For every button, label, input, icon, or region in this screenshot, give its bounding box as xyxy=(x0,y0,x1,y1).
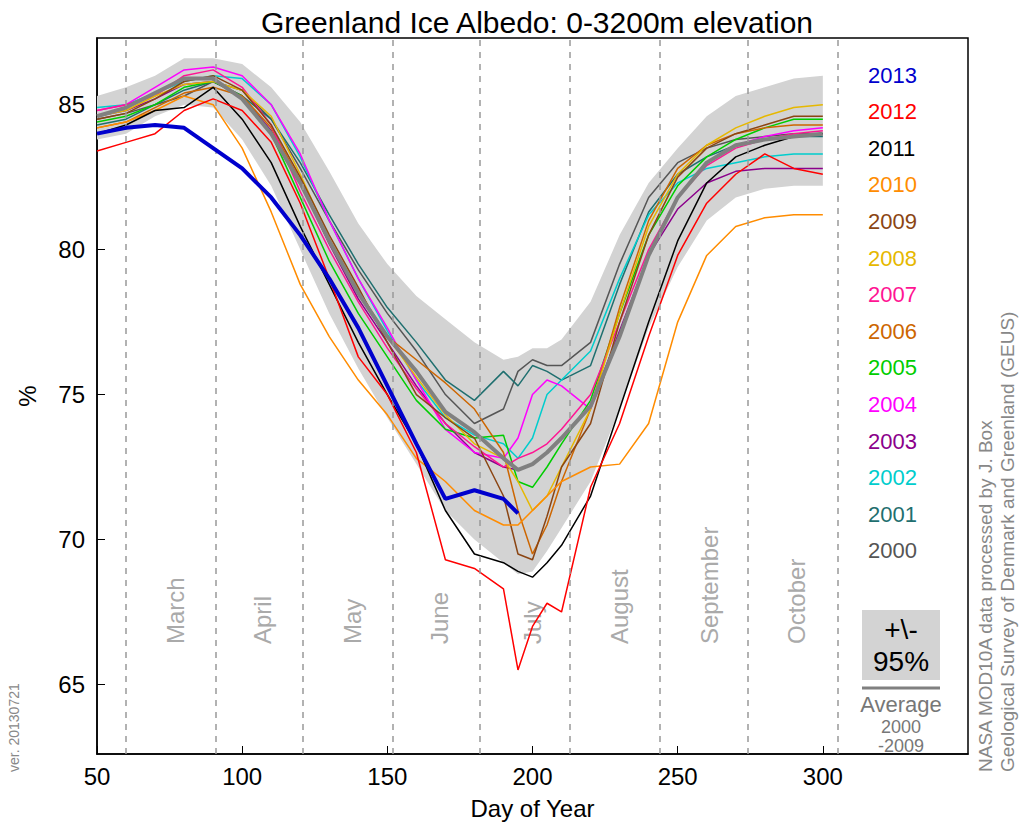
svg-text:65: 65 xyxy=(58,671,85,698)
svg-text:+\-: +\- xyxy=(884,614,917,645)
svg-text:95%: 95% xyxy=(873,646,929,677)
svg-text:2007: 2007 xyxy=(868,282,917,307)
svg-text:June: June xyxy=(426,592,453,644)
svg-text:Greenland Ice Albedo: 0-3200m: Greenland Ice Albedo: 0-3200m elevation xyxy=(261,6,813,39)
svg-text:2005: 2005 xyxy=(868,355,917,380)
svg-text:200: 200 xyxy=(512,763,552,790)
svg-text:Geological Survey of Denmark a: Geological Survey of Denmark and Greenla… xyxy=(997,312,1018,772)
svg-text:250: 250 xyxy=(658,763,698,790)
svg-text:2003: 2003 xyxy=(868,429,917,454)
svg-text:2009: 2009 xyxy=(868,209,917,234)
svg-text:August: August xyxy=(606,569,633,644)
svg-text:October: October xyxy=(783,559,810,644)
svg-text:2013: 2013 xyxy=(868,63,917,88)
svg-text:300: 300 xyxy=(803,763,843,790)
svg-text:Day of Year: Day of Year xyxy=(470,795,594,822)
svg-text:May: May xyxy=(339,599,366,644)
svg-text:2001: 2001 xyxy=(868,502,917,527)
svg-text:2006: 2006 xyxy=(868,319,917,344)
svg-text:2011: 2011 xyxy=(868,136,915,161)
svg-text:-2009: -2009 xyxy=(878,736,924,756)
svg-text:ver. 20130721: ver. 20130721 xyxy=(6,683,22,772)
svg-text:July: July xyxy=(519,601,546,644)
svg-text:April: April xyxy=(249,596,276,644)
svg-text:2002: 2002 xyxy=(868,465,917,490)
svg-text:NASA MOD10A data processed by: NASA MOD10A data processed by J. Box xyxy=(975,420,996,772)
svg-text:70: 70 xyxy=(58,526,85,553)
svg-text:75: 75 xyxy=(58,381,85,408)
svg-text:2012: 2012 xyxy=(868,99,917,124)
svg-text:50: 50 xyxy=(84,763,111,790)
svg-text:85: 85 xyxy=(58,91,85,118)
svg-text:80: 80 xyxy=(58,236,85,263)
svg-text:2000: 2000 xyxy=(881,717,921,737)
svg-text:2004: 2004 xyxy=(868,392,917,417)
svg-text:2010: 2010 xyxy=(868,172,917,197)
svg-text:150: 150 xyxy=(367,763,407,790)
svg-text:%: % xyxy=(14,385,41,406)
svg-text:100: 100 xyxy=(222,763,262,790)
svg-text:2008: 2008 xyxy=(868,246,917,271)
svg-text:September: September xyxy=(696,527,723,644)
svg-text:2000: 2000 xyxy=(868,538,917,563)
svg-text:Average: Average xyxy=(860,692,942,717)
svg-text:March: March xyxy=(162,577,189,644)
